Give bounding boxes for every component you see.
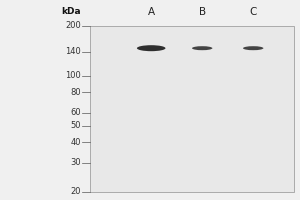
Ellipse shape	[137, 45, 166, 51]
Text: 20: 20	[70, 188, 81, 196]
Text: 60: 60	[70, 108, 81, 117]
Text: A: A	[148, 7, 155, 17]
Text: C: C	[250, 7, 257, 17]
Text: B: B	[199, 7, 206, 17]
Text: 50: 50	[70, 121, 81, 130]
Text: 140: 140	[65, 47, 81, 56]
Ellipse shape	[192, 46, 212, 50]
Text: kDa: kDa	[61, 7, 81, 17]
Text: 30: 30	[70, 158, 81, 167]
Text: 100: 100	[65, 71, 81, 80]
Ellipse shape	[243, 46, 263, 50]
FancyBboxPatch shape	[90, 26, 294, 192]
Text: 200: 200	[65, 21, 81, 30]
Text: 80: 80	[70, 88, 81, 97]
Text: 40: 40	[70, 138, 81, 147]
